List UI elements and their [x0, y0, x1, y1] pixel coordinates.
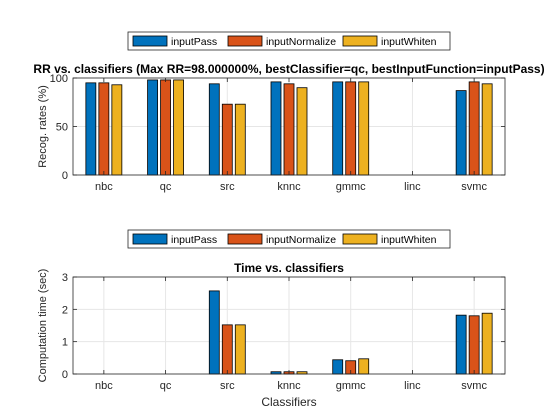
x-tick-label: src [220, 380, 235, 392]
bar-inputNormalize-qc [160, 79, 171, 176]
chart-1: 0 50 100 nbc qc src knnc gmmc linc svmc RR vs. cla… [33, 31, 545, 193]
x-tick-label: qc [160, 181, 172, 193]
x-tick-label: src [220, 181, 235, 193]
bar-inputWhiten-svmc [481, 83, 493, 176]
bar-inputNormalize-nbc [98, 82, 110, 176]
bar-inputPass-gmmc [332, 81, 344, 176]
legend: inputPass inputNormalize inputWhiten [127, 31, 451, 51]
bar-inputWhiten-gmmc [358, 81, 370, 176]
bar-inputNormalize-svmc [468, 315, 480, 375]
bar-inputNormalize-gmmc [345, 81, 357, 176]
legend-swatch-inputPass [132, 35, 168, 47]
bar-inputPass-gmmc [332, 359, 344, 375]
x-tick-label: knnc [277, 380, 301, 392]
bar-inputPass-qc [147, 79, 158, 176]
y-axis-label: Computation time (sec) [37, 269, 49, 383]
chart-title: RR vs. classifiers (Max RR=98.000000%, b… [33, 62, 544, 76]
bar-inputWhiten-knnc [296, 87, 308, 176]
chart-title: Time vs. classifiers [234, 261, 344, 275]
y-tick-label: 100 [50, 73, 68, 85]
legend-swatch-inputPass [132, 233, 168, 245]
y-tick-label: 3 [62, 272, 68, 284]
x-tick-label: svmc [461, 181, 487, 193]
bar-inputNormalize-src [221, 324, 233, 375]
legend: inputPass inputNormalize inputWhiten [127, 229, 451, 249]
y-axis-label: Recog. rates (%) [37, 85, 49, 168]
bar-inputWhiten-src [234, 103, 246, 176]
x-tick-label: linc [404, 181, 421, 193]
bar-inputPass-src [208, 290, 220, 375]
legend-swatch-inputWhiten [342, 35, 378, 47]
bar-inputWhiten-qc [173, 79, 184, 176]
bar-inputPass-nbc [85, 82, 97, 176]
bar-inputPass-src [208, 83, 220, 176]
bar-inputWhiten-src [234, 324, 246, 375]
y-tick-label: 50 [56, 122, 68, 134]
bar-inputNormalize-knnc [283, 83, 295, 176]
y-tick-label: 1 [62, 337, 68, 349]
x-axis-label: Classifiers [261, 395, 316, 409]
legend-label: inputNormalize [266, 36, 336, 48]
legend-swatch-inputWhiten [342, 233, 378, 245]
y-tick-label: 2 [62, 304, 68, 316]
x-tick-label: gmmc [336, 380, 366, 392]
legend-label: inputNormalize [266, 234, 336, 246]
x-tick-label: knnc [277, 181, 301, 193]
bar-inputWhiten-svmc [481, 312, 493, 375]
legend-label: inputWhiten [381, 234, 437, 246]
bar-inputPass-svmc [455, 90, 467, 176]
chart-2: 0 1 2 3 nbc qc src knnc gmmc linc svmc Time vs. cla… [37, 229, 506, 409]
legend-label: inputPass [171, 36, 217, 48]
bar-inputWhiten-nbc [111, 84, 123, 176]
x-tick-label: qc [160, 380, 172, 392]
y-tick-label: 0 [62, 369, 68, 381]
legend-label: inputPass [171, 234, 217, 246]
x-tick-label: gmmc [336, 181, 366, 193]
y-tick-label: 0 [62, 170, 68, 182]
x-tick-label: nbc [95, 380, 113, 392]
bar-inputNormalize-svmc [468, 81, 480, 176]
legend-swatch-inputNormalize [227, 233, 263, 245]
bar-inputPass-knnc [270, 81, 282, 176]
x-tick-label: svmc [461, 380, 487, 392]
x-tick-label: nbc [95, 181, 113, 193]
bar-inputWhiten-gmmc [358, 358, 370, 375]
legend-swatch-inputNormalize [227, 35, 263, 47]
legend-label: inputWhiten [381, 36, 437, 48]
x-tick-label: linc [404, 380, 421, 392]
bar-inputNormalize-src [221, 103, 233, 176]
bar-inputPass-svmc [455, 314, 467, 375]
